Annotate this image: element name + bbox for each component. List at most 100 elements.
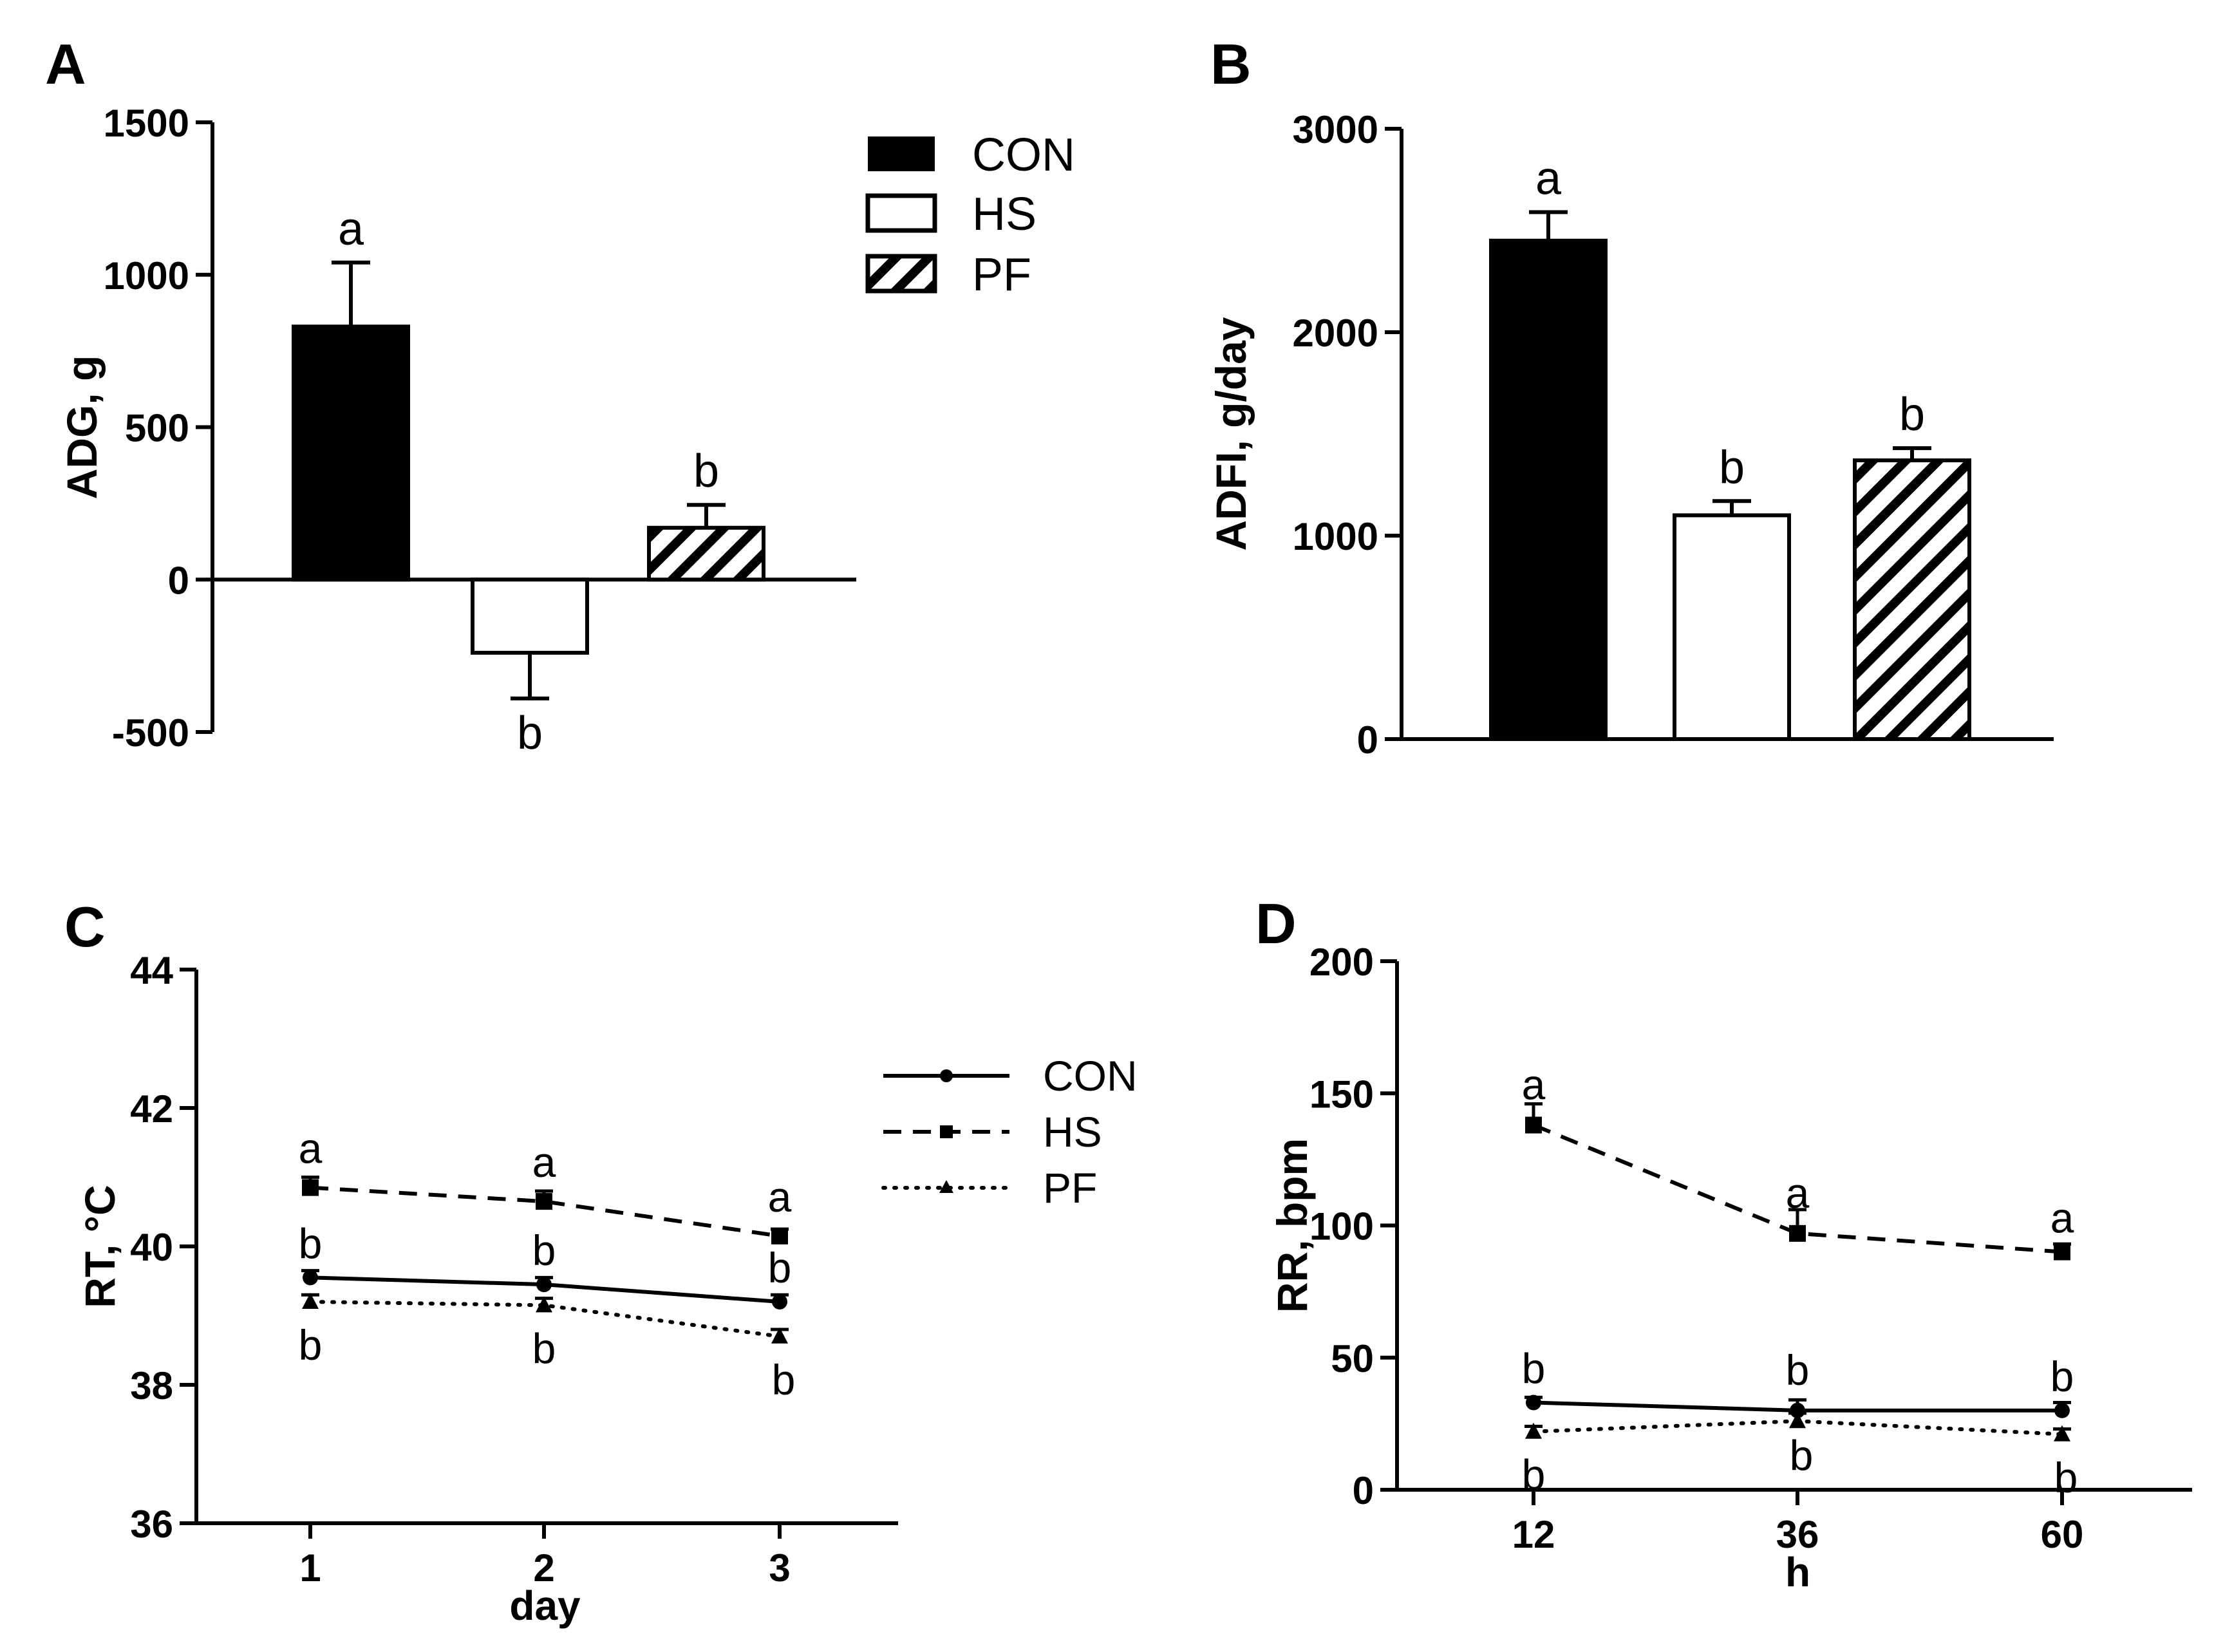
x-tick-label: 60 <box>2041 1513 2084 1556</box>
y-axis-label: ADG, g <box>58 355 106 500</box>
x-tick-label: 1 <box>299 1546 321 1590</box>
legend-label-hs: HS <box>972 189 1037 240</box>
bar-pf <box>647 525 765 582</box>
data-point-pf <box>771 1327 788 1344</box>
y-tick-label: 0 <box>168 559 189 602</box>
x-tick-label: 3 <box>769 1546 790 1590</box>
legend-label-con: CON <box>972 129 1075 181</box>
data-point-con <box>536 1277 552 1293</box>
y-tick-label: 0 <box>1357 718 1378 762</box>
significance-letter-con: b <box>1786 1346 1810 1394</box>
y-tick-label: 44 <box>130 949 173 992</box>
significance-letter-con: b <box>299 1219 323 1267</box>
y-tick-label: 1000 <box>1293 515 1378 558</box>
significance-letter-pf: b <box>1790 1431 1814 1479</box>
y-tick-label: -500 <box>112 711 189 755</box>
data-point-hs <box>1525 1116 1542 1134</box>
bar-hs <box>471 577 589 655</box>
bars-b: a b b <box>1489 153 1971 742</box>
legend-line-label-con: CON <box>1043 1052 1138 1100</box>
significance-letter-pf: b <box>532 1324 556 1372</box>
axes-a: -500 0 500 1000 1500 ADG, g <box>58 102 856 755</box>
bar-hs <box>1673 513 1791 742</box>
data-point-hs <box>771 1227 788 1244</box>
significance-letter-pf: b <box>299 1321 323 1369</box>
y-tick-label: 1500 <box>104 102 189 145</box>
data-point-pf <box>536 1296 552 1313</box>
panel-label-c: C <box>64 895 106 959</box>
bar-legend: CON HS PF <box>865 129 1075 301</box>
significance-letter-con: b <box>1522 1345 1546 1393</box>
x-tick-label: 12 <box>1512 1513 1555 1556</box>
data-point-pf <box>302 1293 319 1309</box>
y-tick-label: 0 <box>1353 1469 1374 1512</box>
significance-letter-hs: a <box>2050 1194 2074 1242</box>
data-point-pf <box>1789 1412 1806 1429</box>
series-line-hs <box>1532 1123 2063 1254</box>
legend-marker-pf <box>939 1180 953 1193</box>
y-tick-label: 36 <box>130 1503 173 1546</box>
y-axis-label: RR, bpm <box>1268 1138 1316 1313</box>
series-line-hs <box>310 1185 780 1238</box>
significance-letter-con: b <box>532 1226 556 1274</box>
y-axis-label: ADFI, g/day <box>1207 317 1255 550</box>
significance-letter-pf: b <box>1899 389 1925 440</box>
significance-letter-pf: b <box>2054 1454 2078 1501</box>
bar-con <box>1489 238 1608 741</box>
y-tick-label: 150 <box>1309 1073 1374 1116</box>
x-tick-label: 36 <box>1776 1513 1819 1556</box>
legend-swatch-pf <box>865 254 937 294</box>
y-tick-label: 500 <box>125 407 189 450</box>
data-point-hs <box>1789 1225 1806 1242</box>
line-legend: CON HS PF <box>881 1052 1138 1212</box>
legend-swatch-hs <box>865 193 937 233</box>
lines-c: b b ba aab bb <box>299 1125 796 1403</box>
series-line-pf <box>308 1300 782 1338</box>
legend-marker-con <box>940 1069 953 1082</box>
x-tick-label: 2 <box>533 1546 554 1590</box>
legend-swatch-con <box>868 136 935 171</box>
bar-con <box>292 324 410 582</box>
legend-line-label-hs: HS <box>1043 1108 1102 1156</box>
legend-label-pf: PF <box>972 249 1031 301</box>
significance-letter-con: a <box>338 203 364 255</box>
y-tick-label: 50 <box>1331 1337 1374 1380</box>
data-point-pf <box>1525 1422 1542 1439</box>
bar-pf <box>1853 458 1971 742</box>
data-point-hs <box>2054 1243 2070 1261</box>
y-tick-label: 3000 <box>1293 108 1378 151</box>
y-tick-label: 1000 <box>104 254 189 297</box>
data-point-con <box>2054 1402 2070 1418</box>
x-axis-label: h <box>1785 1549 1810 1595</box>
x-axis-label: day <box>509 1582 581 1629</box>
significance-letter-hs: a <box>532 1138 556 1186</box>
significance-letter-con: a <box>1535 153 1562 205</box>
significance-letter-hs: a <box>299 1125 323 1172</box>
y-tick-label: 42 <box>130 1087 173 1131</box>
panel-label-d: D <box>1255 892 1297 955</box>
y-tick-label: 40 <box>130 1226 173 1269</box>
data-point-hs <box>302 1179 319 1196</box>
significance-letter-hs: b <box>1719 442 1745 493</box>
significance-letter-con: b <box>2050 1353 2074 1400</box>
data-point-con <box>303 1270 318 1286</box>
significance-letter-pf: b <box>1522 1451 1546 1499</box>
significance-letter-pf: b <box>772 1356 796 1403</box>
y-tick-label: 38 <box>130 1364 173 1407</box>
y-tick-label: 2000 <box>1293 312 1378 355</box>
data-point-pf <box>2054 1425 2070 1441</box>
significance-letter-hs: a <box>1786 1169 1810 1217</box>
bars-a: a b b <box>292 203 765 759</box>
axes-c: 36 38 40 42 44 1 2 3 day RT, °C <box>76 949 898 1629</box>
data-point-hs <box>536 1193 552 1210</box>
significance-letter-con: b <box>768 1244 792 1291</box>
y-axis-label: RT, °C <box>76 1185 124 1308</box>
panel-label-a: A <box>45 32 86 96</box>
panel-label-b: B <box>1210 32 1252 96</box>
data-point-con <box>772 1294 787 1309</box>
legend-line-label-pf: PF <box>1043 1164 1097 1212</box>
